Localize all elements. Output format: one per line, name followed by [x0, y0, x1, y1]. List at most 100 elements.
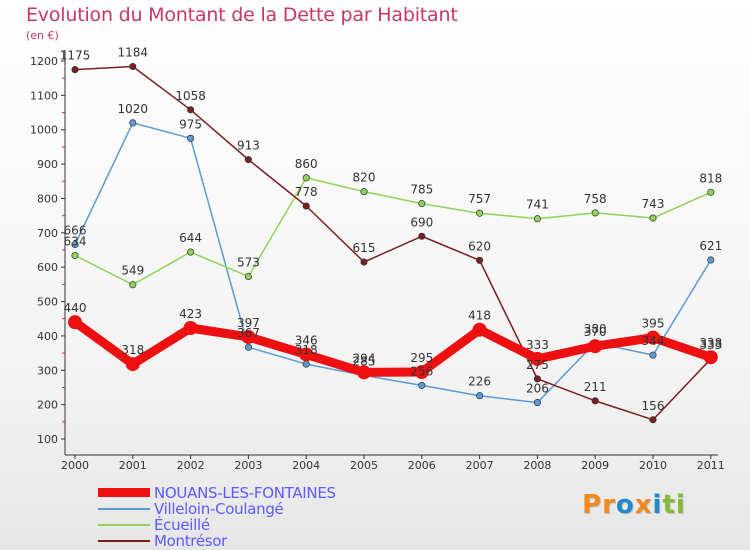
- data-point: [71, 251, 79, 260]
- y-tick-label: 800: [37, 192, 58, 205]
- data-point: [533, 399, 541, 407]
- data-point: [414, 364, 429, 379]
- axes: 100 200 300 400 500 600 700 800 900 1000 1100 1200 2…: [30, 50, 725, 472]
- proxiti-logo: Proxiti: [582, 490, 686, 520]
- data-label: 634: [64, 234, 87, 248]
- legend-label: Montrésor: [154, 532, 228, 550]
- legend-swatch: [98, 488, 150, 497]
- logo-letter: r: [602, 490, 616, 520]
- data-point: [418, 381, 426, 389]
- data-point: [418, 232, 426, 240]
- legend-swatch: [98, 540, 150, 542]
- logo-letter: t: [662, 490, 676, 520]
- data-point: [476, 392, 484, 400]
- data-label: 346: [295, 333, 318, 347]
- data-point: [302, 174, 310, 182]
- data-point: [649, 214, 657, 222]
- data-point: [357, 365, 371, 380]
- data-label: 344: [642, 334, 665, 348]
- data-label: 338: [699, 336, 722, 350]
- data-label: 758: [584, 192, 607, 206]
- legend-label: NOUANS-LES-FONTAINES: [154, 484, 336, 502]
- unit-label: (en €): [26, 29, 59, 42]
- data-point: [649, 416, 657, 424]
- x-tick-label: 2005: [350, 459, 378, 472]
- data-point: [129, 281, 137, 289]
- data-point: [302, 202, 310, 210]
- data-label: 370: [584, 325, 607, 339]
- x-tick-label: 2004: [292, 459, 320, 472]
- data-label: 318: [121, 343, 144, 357]
- data-label: 418: [468, 309, 491, 323]
- data-point: [187, 248, 195, 256]
- data-label: 621: [699, 239, 722, 253]
- data-label: 333: [526, 338, 549, 352]
- data-point: [418, 200, 426, 208]
- data-point: [129, 119, 137, 127]
- y-tick-label: 900: [37, 158, 58, 171]
- data-points: [68, 62, 718, 424]
- y-tick-label: 400: [37, 330, 58, 343]
- y-tick-label: 1200: [30, 55, 58, 68]
- data-label: 440: [64, 301, 87, 315]
- y-tick-label: 1100: [30, 89, 58, 102]
- data-point: [183, 321, 198, 336]
- data-label: 256: [410, 364, 433, 378]
- data-point: [299, 347, 314, 362]
- data-point: [244, 343, 252, 351]
- legend-label: Villeloin-Coulangé: [154, 500, 284, 518]
- data-point: [707, 188, 715, 196]
- data-point: [244, 272, 252, 281]
- x-tick-label: 2002: [177, 459, 205, 472]
- data-label: 818: [699, 171, 722, 185]
- logo-letter: i: [675, 490, 686, 520]
- data-label: 620: [468, 239, 491, 253]
- data-point: [187, 106, 195, 114]
- data-point: [187, 134, 195, 142]
- legend-swatch: [98, 524, 150, 526]
- data-point: [649, 351, 657, 359]
- data-point: [241, 329, 256, 344]
- data-label: 226: [468, 375, 491, 389]
- legend-swatch: [98, 508, 150, 510]
- chart-title: Evolution du Montant de la Dette par Hab…: [26, 4, 458, 26]
- data-point: [703, 350, 718, 365]
- series-line: [74, 177, 712, 286]
- data-point: [591, 397, 599, 405]
- data-point: [71, 66, 79, 74]
- legend-label: Écueillé: [154, 516, 210, 534]
- x-tick-label: 2008: [523, 459, 551, 472]
- data-label: 644: [179, 231, 202, 245]
- data-point: [646, 330, 660, 345]
- data-point: [472, 322, 487, 337]
- series-line: [70, 317, 716, 377]
- data-label: 423: [179, 307, 202, 321]
- y-tick-label: 100: [37, 433, 58, 446]
- y-tick-label: 1000: [30, 124, 58, 137]
- data-label: 1175: [60, 49, 91, 63]
- x-tick-label: 2011: [697, 459, 725, 472]
- data-label: 690: [410, 215, 433, 229]
- data-point: [591, 209, 599, 217]
- series-line: [74, 65, 712, 421]
- data-point: [360, 258, 368, 266]
- logo-letter: x: [634, 490, 653, 520]
- data-label: 743: [642, 197, 665, 211]
- data-label: 397: [237, 316, 260, 330]
- data-label: 860: [295, 157, 318, 171]
- data-label: 1058: [175, 89, 206, 103]
- data-point: [125, 357, 140, 372]
- data-point: [533, 375, 541, 383]
- data-label: 549: [121, 264, 144, 278]
- data-label: 156: [642, 399, 665, 413]
- logo-letter: o: [615, 490, 635, 520]
- data-label: 395: [642, 317, 665, 331]
- data-label: 318: [295, 343, 318, 357]
- data-label: 367: [237, 326, 260, 340]
- x-tick-label: 2007: [466, 459, 494, 472]
- data-point: [244, 156, 252, 164]
- data-point: [71, 240, 79, 249]
- data-label: 1184: [118, 45, 149, 59]
